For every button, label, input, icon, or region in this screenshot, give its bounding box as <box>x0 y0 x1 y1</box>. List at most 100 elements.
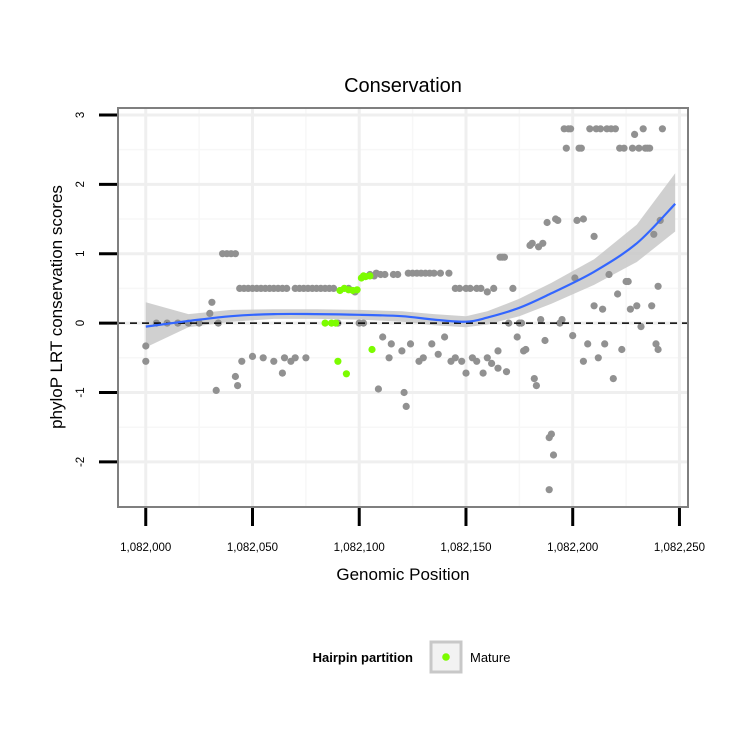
point-other <box>639 125 647 133</box>
point-other <box>398 347 406 355</box>
point-other <box>605 270 613 279</box>
confidence-ribbon <box>145 173 676 348</box>
point-other <box>567 125 575 133</box>
point-other <box>517 319 526 327</box>
point-other <box>620 144 628 152</box>
point-other <box>483 354 491 362</box>
point-other <box>596 125 605 133</box>
x-axis-title: Genomic Position <box>336 565 469 584</box>
point-other <box>579 215 588 223</box>
point-other <box>599 305 607 313</box>
y-tick-label: 2 <box>75 181 87 187</box>
point-other <box>579 357 588 365</box>
point-other <box>212 386 220 394</box>
y-axis-title: phyloP LRT conservation scores <box>47 185 66 429</box>
point-other <box>601 340 609 348</box>
point-other <box>654 345 662 354</box>
point-other <box>248 352 257 360</box>
y-tick-label: -1 <box>75 387 87 397</box>
point-other <box>658 125 667 133</box>
point-other <box>238 357 246 365</box>
point-other <box>234 382 242 390</box>
point-other <box>473 357 481 365</box>
point-other <box>280 354 289 362</box>
point-other <box>330 284 338 292</box>
point-other <box>374 385 382 393</box>
point-other <box>142 357 150 365</box>
point-mature <box>342 370 350 378</box>
point-other <box>406 340 415 348</box>
legend-title: Hairpin partition <box>313 650 413 665</box>
point-other <box>494 364 502 372</box>
point-other <box>195 319 203 327</box>
legend-label-mature: Mature <box>470 650 510 665</box>
point-other <box>419 354 427 362</box>
point-other <box>394 270 402 279</box>
point-other <box>488 359 496 367</box>
point-other <box>278 369 286 377</box>
point-other <box>483 288 491 296</box>
point-other <box>400 388 408 397</box>
point-mature <box>368 345 376 354</box>
point-other <box>584 340 592 348</box>
x-axis: 1,082,000 1,082,050 1,082,100 1,082,150 1,08… <box>120 508 705 554</box>
point-other <box>456 284 464 292</box>
point-other <box>379 333 387 341</box>
point-other <box>537 316 545 324</box>
point-other <box>302 354 310 362</box>
point-other <box>648 302 656 310</box>
point-other <box>637 323 645 331</box>
point-other <box>573 216 581 224</box>
x-tick-label: 1,082,000 <box>120 542 171 554</box>
smooth-fit-line <box>145 203 676 328</box>
y-tick-label: 1 <box>75 250 87 256</box>
point-other <box>586 125 594 133</box>
point-other <box>626 305 635 313</box>
point-other <box>611 125 620 133</box>
point-other <box>624 277 632 286</box>
legend-key-mature-dot <box>442 653 450 661</box>
point-other <box>502 368 511 376</box>
point-other <box>562 144 570 152</box>
point-other <box>451 354 459 362</box>
point-other <box>441 333 449 341</box>
point-other <box>466 284 474 292</box>
point-other <box>631 130 639 138</box>
point-other <box>283 284 291 292</box>
chart-title: Conservation <box>344 75 462 97</box>
point-other <box>513 333 521 341</box>
point-other <box>594 354 602 362</box>
point-other <box>462 369 470 377</box>
point-other <box>549 451 558 459</box>
point-other <box>142 342 150 350</box>
point-other <box>528 239 536 247</box>
point-other <box>571 274 579 282</box>
panel-border <box>117 107 689 508</box>
point-other <box>547 430 556 438</box>
point-other <box>490 284 498 292</box>
point-other <box>590 302 598 310</box>
point-other <box>554 216 562 224</box>
point-other <box>445 269 453 277</box>
x-tick-label: 1,082,250 <box>654 542 705 554</box>
y-tick-label: 3 <box>75 112 87 118</box>
point-other <box>387 340 395 348</box>
point-other <box>545 486 553 494</box>
point-other <box>231 250 239 258</box>
point-other <box>539 239 547 247</box>
point-mature <box>334 357 342 365</box>
point-other <box>543 218 551 227</box>
point-other <box>618 345 626 354</box>
point-other <box>500 253 508 261</box>
point-other <box>569 332 577 340</box>
point-other <box>635 144 643 152</box>
point-mature <box>366 272 374 280</box>
point-other <box>646 144 654 152</box>
point-other <box>522 345 530 354</box>
point-other <box>558 316 566 324</box>
point-other <box>494 347 502 355</box>
point-mature <box>332 319 340 327</box>
point-other <box>532 382 541 390</box>
y-tick-label: -2 <box>75 457 87 467</box>
